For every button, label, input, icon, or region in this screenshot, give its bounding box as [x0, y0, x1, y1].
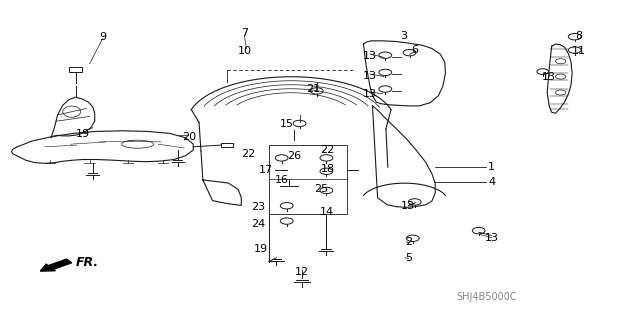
Text: 8: 8	[575, 31, 583, 41]
Text: 14: 14	[319, 207, 333, 217]
Text: 25: 25	[314, 184, 328, 194]
Text: 26: 26	[287, 151, 301, 161]
Text: 13: 13	[363, 51, 377, 61]
Text: FR.: FR.	[76, 256, 99, 269]
Text: 19: 19	[76, 129, 90, 139]
Text: 5: 5	[405, 253, 412, 263]
Text: 17: 17	[259, 165, 273, 175]
Bar	[69, 67, 82, 72]
Text: 18: 18	[321, 164, 335, 174]
Text: 16: 16	[275, 175, 289, 185]
Text: 21: 21	[307, 84, 321, 94]
Text: 6: 6	[412, 45, 418, 56]
Text: 1: 1	[488, 161, 495, 172]
FancyArrow shape	[40, 259, 72, 271]
Bar	[269, 145, 347, 214]
Text: 24: 24	[252, 219, 266, 229]
Text: 10: 10	[237, 46, 252, 56]
Text: 4: 4	[488, 177, 495, 188]
Text: 13: 13	[363, 71, 377, 81]
Text: 9: 9	[99, 32, 106, 42]
Text: SHJ4B5000C: SHJ4B5000C	[456, 292, 516, 302]
Text: 22: 22	[241, 149, 255, 159]
Text: 12: 12	[295, 267, 309, 277]
Text: 11: 11	[572, 46, 586, 56]
Text: 20: 20	[182, 132, 196, 142]
Text: 3: 3	[400, 31, 406, 41]
Bar	[221, 144, 233, 147]
Text: 23: 23	[252, 202, 266, 212]
Text: 13: 13	[484, 233, 499, 243]
Text: 13: 13	[401, 201, 415, 211]
Text: 2: 2	[404, 237, 412, 248]
Text: 13: 13	[542, 71, 556, 82]
Text: 13: 13	[363, 89, 377, 99]
Text: 7: 7	[241, 28, 248, 39]
Text: 15: 15	[280, 119, 294, 129]
Text: 19: 19	[254, 244, 268, 255]
Text: 22: 22	[321, 145, 335, 155]
